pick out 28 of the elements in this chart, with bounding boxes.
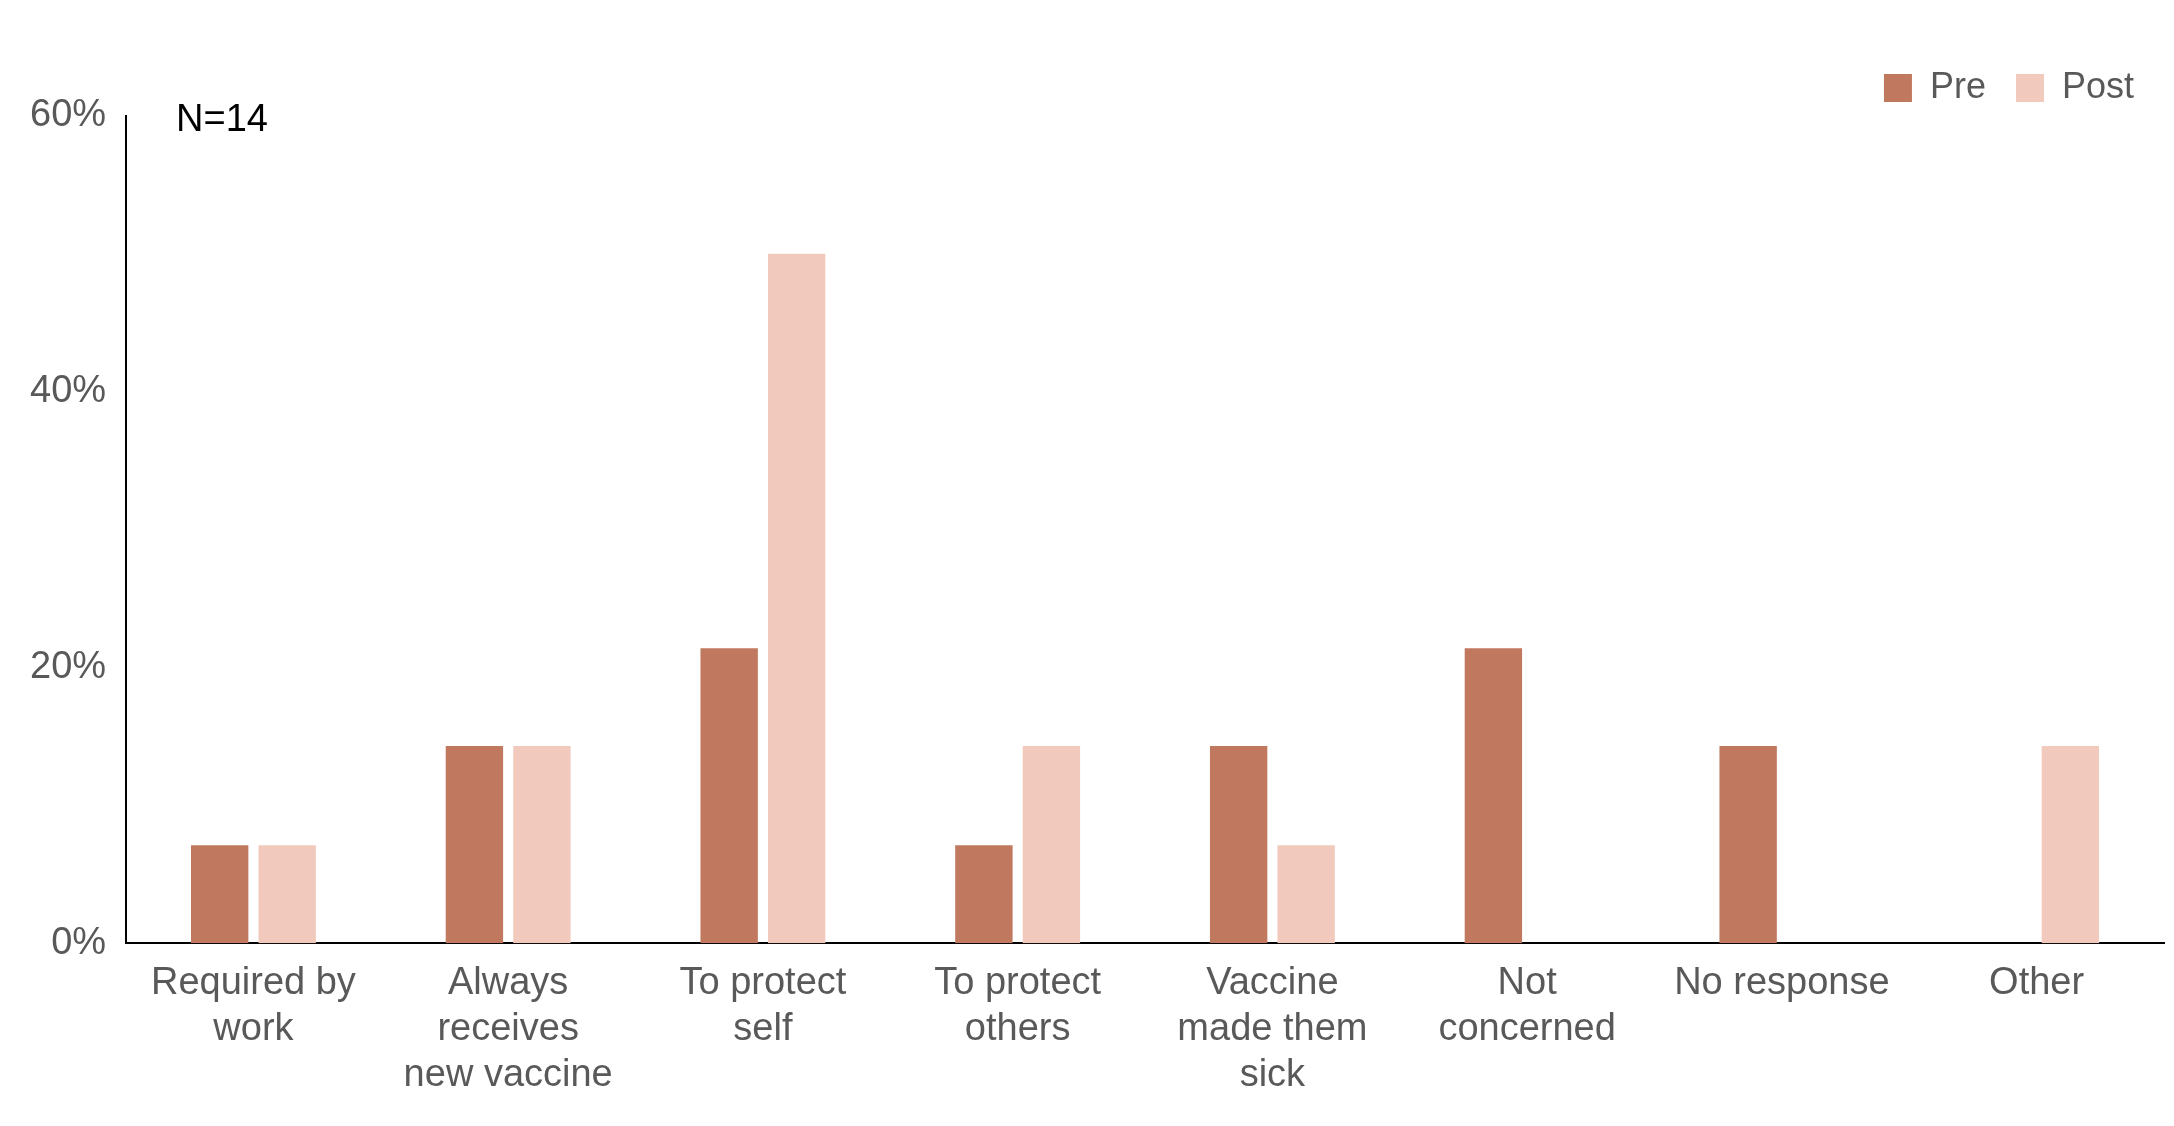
x-tick-label: Vaccine made them sick	[1177, 960, 1368, 1094]
bar	[1464, 648, 1523, 944]
bar	[190, 845, 249, 944]
x-tick-label: Not concerned	[1438, 960, 1616, 1049]
bar	[258, 845, 316, 944]
legend-label: Pre	[1929, 64, 1986, 106]
bar	[767, 253, 826, 944]
bar	[1209, 746, 1268, 944]
x-tick-label: No response	[1674, 960, 1890, 1003]
bar	[1277, 845, 1335, 944]
x-tick-label: To protect others	[934, 960, 1102, 1049]
bar	[1022, 746, 1081, 944]
bar	[1719, 746, 1777, 944]
x-tick-label: Required by work	[150, 960, 356, 1049]
x-tick-label: Always receives new vaccine	[403, 960, 613, 1094]
bar	[700, 648, 758, 944]
x-tick-label: Other	[1989, 960, 2085, 1003]
bar	[513, 746, 571, 944]
legend-label: Post	[2061, 64, 2135, 106]
y-tick-label: 40%	[29, 368, 107, 411]
bar	[445, 746, 504, 944]
bar	[2041, 746, 2100, 944]
y-tick-label: 0%	[51, 919, 107, 962]
annotation: N=14	[176, 97, 268, 140]
y-tick-label: 60%	[29, 92, 107, 135]
bar	[955, 845, 1013, 944]
x-tick-label: To protect self	[679, 960, 847, 1049]
y-tick-label: 20%	[29, 643, 107, 686]
